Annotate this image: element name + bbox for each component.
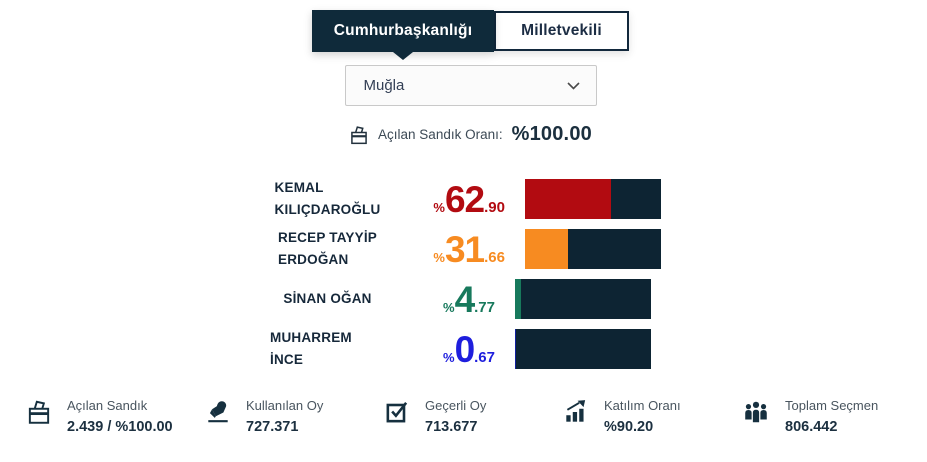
opened-ballot-ratio: Açılan Sandık Oranı: %100.00: [7, 123, 927, 146]
result-bar: [525, 179, 661, 219]
province-select-wrap: Muğla: [7, 65, 927, 106]
valid-vote-icon: [384, 398, 410, 426]
province-select[interactable]: Muğla: [344, 65, 597, 106]
result-row: MUHARREM İNCE % 0.67: [270, 324, 927, 374]
stat-label: Açılan Sandık: [67, 398, 148, 413]
stat-value: 2.439 / %100.00: [67, 418, 173, 435]
candidate-name: MUHARREM İNCE: [270, 330, 352, 367]
result-row: RECEP TAYYİP ERDOĞAN % 31.66: [270, 224, 927, 274]
stat-label: Geçerli Oy: [425, 398, 487, 413]
chevron-down-icon: [566, 81, 580, 90]
result-percent: % 4.77: [443, 278, 495, 320]
result-bar: [515, 329, 651, 369]
result-bar-fill: [515, 279, 522, 319]
participation-chart-icon: [563, 398, 589, 426]
tab-milletvekili[interactable]: Milletvekili: [494, 11, 629, 51]
stat-label: Katılım Oranı: [604, 398, 681, 413]
stat-toplam-secmen: Toplam Seçmen 806.442: [742, 396, 921, 439]
tab-label: Cumhurbaşkanlığı: [333, 22, 473, 39]
stat-gecerli-oy: Geçerli Oy 713.677: [384, 396, 563, 439]
candidate-name: SİNAN OĞAN: [283, 291, 372, 307]
candidate-name: RECEP TAYYİP ERDOĞAN: [278, 230, 377, 267]
result-row: SİNAN OĞAN % 4.77: [270, 274, 927, 324]
ballot-box-icon: [349, 124, 369, 146]
stat-value: 727.371: [246, 418, 299, 435]
result-percent: % 31.66: [433, 228, 505, 270]
province-select-value: Muğla: [363, 77, 405, 94]
summary-stats: Açılan Sandık 2.439 / %100.00 Kullanılan…: [0, 396, 927, 439]
result-percent: % 62.90: [433, 178, 505, 220]
tab-label: Milletvekili: [521, 22, 602, 39]
result-bar-fill: [515, 329, 516, 369]
results-chart: KEMAL KILIÇDAROĞLU % 62.90 RECEP TAYYİP E…: [270, 174, 927, 374]
stat-label: Kullanılan Oy: [246, 398, 324, 413]
stat-katilim-orani: Katılım Oranı %90.20: [563, 396, 742, 439]
voters-group-icon: [742, 398, 770, 426]
stat-acilan-sandik: Açılan Sandık 2.439 / %100.00: [26, 396, 205, 439]
result-bar-fill: [525, 179, 611, 219]
stat-value: 806.442: [785, 418, 838, 435]
result-bar-fill: [525, 229, 569, 269]
stat-value: 713.677: [425, 418, 478, 435]
voting-hand-icon: [205, 398, 231, 426]
tab-cumhurbaskanligi[interactable]: Cumhurbaşkanlığı: [312, 10, 494, 52]
result-percent: % 0.67: [443, 328, 495, 370]
stat-kullanilan-oy: Kullanılan Oy 727.371: [205, 396, 384, 439]
opened-ballot-ratio-label: Açılan Sandık Oranı:: [378, 127, 503, 142]
ballot-box-icon: [26, 398, 52, 426]
result-bar: [525, 229, 661, 269]
result-bar: [515, 279, 651, 319]
result-row: KEMAL KILIÇDAROĞLU % 62.90: [270, 174, 927, 224]
opened-ballot-ratio-value: %100.00: [511, 123, 592, 145]
election-results-page: Cumhurbaşkanlığı Milletvekili Muğla Açıl…: [0, 10, 927, 462]
stat-label: Toplam Seçmen: [785, 398, 879, 413]
election-type-tabs: Cumhurbaşkanlığı Milletvekili: [7, 10, 927, 52]
stat-value: %90.20: [604, 418, 654, 435]
candidate-name: KEMAL KILIÇDAROĞLU: [274, 180, 381, 217]
